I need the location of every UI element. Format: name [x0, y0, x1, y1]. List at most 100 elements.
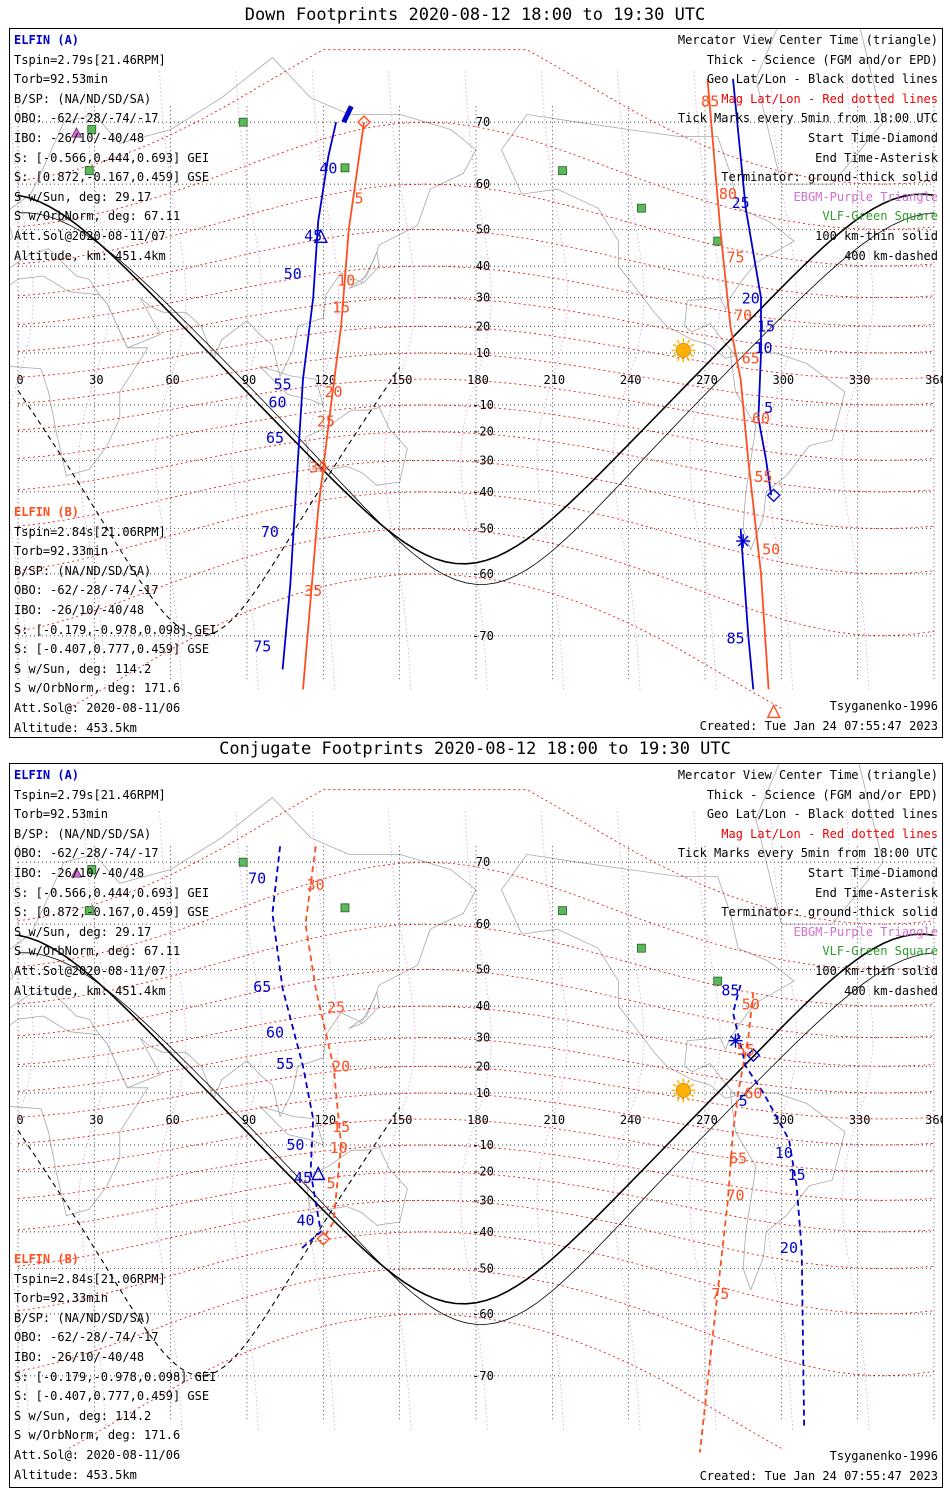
lon-tick-label: 210 [543, 1113, 565, 1127]
mag-lon-line [613, 808, 645, 1430]
elfin-b-obo: OBO: -62/-28/-74/-17 [14, 583, 159, 598]
terminator-ground [17, 933, 935, 1305]
elfin-b-down-track [302, 122, 365, 690]
legend-terminator: Terminator: ground-thick solid [721, 905, 938, 920]
elfin-a-orbnorm-angle: S w/OrbNorm, deg: 67.11 [14, 944, 181, 959]
lon-tick-label: 90 [242, 1113, 256, 1127]
terminator-100km [18, 212, 935, 585]
elfin-b-header: ELFIN (B) [14, 1252, 80, 1266]
sun-icon [675, 343, 691, 358]
model-label: Tsyganenko-1996 [829, 1449, 938, 1463]
elfin-a-end-asterisk [737, 535, 749, 547]
sun-ray [676, 339, 681, 344]
vlf-station-square [238, 117, 248, 127]
elfin-a-start-diamond [746, 1048, 761, 1063]
elfin-b-tick-label: 60 [744, 1084, 762, 1102]
sun-ray [689, 353, 695, 358]
lat-tick-label: 40 [476, 259, 490, 273]
legend-400km: 400 km-dashed [844, 248, 938, 263]
coastline-3 [501, 113, 795, 359]
lon-tick-label: 270 [696, 1113, 718, 1127]
elfin-a-tick-label: 15 [757, 318, 775, 336]
elfin-a-tick-label: 45 [304, 227, 322, 245]
lon-tick-label: 330 [849, 373, 871, 387]
elfin-a-tspin: Tspin=2.79s[21.46RPM] [14, 787, 166, 802]
elfin-b-start-diamond [357, 115, 372, 130]
elfin-b-down-track-2 [706, 78, 770, 690]
coastline-5 [755, 29, 884, 185]
elfin-b-bsp: B/SP: (NA/ND/SD/SA) [14, 563, 152, 578]
mag-lat-line [17, 1231, 935, 1315]
mag-lat-line [17, 228, 935, 299]
elfin-b-tick-label: 30 [307, 876, 325, 894]
elfin-a-tick-label: 5 [739, 1092, 748, 1110]
mag-lon-line [78, 68, 110, 690]
mag-lon-line [842, 68, 874, 690]
mag-lat-line [17, 968, 935, 1039]
vlf-station-square [84, 166, 94, 176]
lat-tick-label: -70 [472, 629, 494, 643]
elfin-a-tick-label: 65 [253, 978, 271, 996]
ebgm-station-triangle [70, 867, 83, 878]
elfin-a-spin-gei: S: [-0.566,0.444,0.693] GEI [14, 150, 210, 165]
elfin-a-conjugate-track-2 [732, 984, 806, 1430]
elfin-b-torb: Torb=92.33min [14, 544, 108, 559]
model-label: Tsyganenko-1996 [829, 699, 938, 713]
lat-tick-label: -10 [472, 1138, 494, 1152]
elfin-a-spin-gei: S: [-0.566,0.444,0.693] GEI [14, 885, 210, 900]
elfin-a-tick-label: 60 [269, 394, 287, 412]
coastline-1 [10, 796, 477, 1118]
legend-block: Mercator View Center Time (triangle) Thi… [678, 31, 938, 266]
mag-lat-line [68, 573, 782, 709]
elfin-b-tick-label: 60 [752, 410, 770, 428]
elfin-b-att-sol: Att.Sol@: 2020-08-11/06 [14, 1447, 181, 1462]
mag-lon-line [78, 808, 110, 1430]
bottom-panel-title: Conjugate Footprints 2020-08-12 18:00 to… [219, 739, 731, 759]
coastline-0 [10, 1015, 149, 1217]
elfin-b-orbnorm-angle: S w/OrbNorm, deg: 171.6 [14, 1428, 181, 1443]
mag-lon-line [842, 808, 874, 1430]
mag-lat-line [17, 325, 935, 380]
lon-tick-label: 30 [89, 1113, 103, 1127]
coastline-2 [305, 407, 408, 486]
elfin-a-ibo: IBO: -26/10/-40/48 [14, 865, 145, 880]
mag-lon-line [231, 68, 263, 690]
terminator-ground [17, 193, 935, 565]
mag-lat-line [17, 923, 935, 1007]
lon-tick-label: 180 [467, 1113, 489, 1127]
lon-tick-label: 60 [165, 373, 179, 387]
terminator-100km [18, 952, 935, 1325]
elfin-a-tick-label: 75 [253, 638, 271, 656]
lon-tick-label: 240 [620, 373, 642, 387]
mag-lat-line [17, 491, 935, 575]
elfin-a-start-diamond [766, 488, 781, 503]
mag-lat-line [17, 404, 935, 461]
elfin-b-tick-label: 65 [729, 1150, 747, 1168]
elfin-a-tick-label: 85 [721, 982, 739, 1000]
elfin-b-tick-label: 50 [742, 995, 760, 1013]
mag-lon-line [613, 68, 645, 690]
elfin-a-bsp: B/SP: (NA/ND/SD/SA) [14, 826, 152, 841]
elfin-a-att-sol: Att.Sol@2020-08-11/07 [14, 228, 166, 243]
lat-tick-label: -40 [472, 485, 494, 499]
elfin-b-tick-label: 75 [727, 249, 745, 267]
elfin-b-conjugate-track [304, 846, 343, 1240]
lon-tick-label: 300 [772, 1113, 794, 1127]
elfin-a-sun-angle: S w/Sun, deg: 29.17 [14, 924, 152, 939]
elfin-a-ibo: IBO: -26/10/-40/48 [14, 130, 145, 145]
legend-mag: Mag Lat/Lon - Red dotted lines [721, 91, 938, 106]
mag-lon-line [536, 68, 568, 690]
mag-lat-line [17, 1199, 935, 1270]
elfin-a-tick-label: 15 [788, 1166, 806, 1184]
elfin-b-sun-angle: S w/Sun, deg: 114.2 [14, 1408, 152, 1423]
elfin-b-info-block: ELFIN (B) Tspin=2.84s[21.06RPM] Torb=92.… [14, 503, 216, 737]
vlf-station-square [238, 857, 248, 867]
sun-ray [689, 1093, 695, 1098]
elfin-a-tick-label: 20 [742, 290, 760, 308]
lat-tick-label: 30 [476, 1031, 490, 1045]
mag-lat-line [17, 459, 935, 530]
coastline-2 [305, 1147, 408, 1226]
elfin-a-conjugate-track [271, 846, 322, 1251]
elfin-b-altitude: Altitude: 453.5km [14, 720, 137, 735]
elfin-b-tick-label: 5 [326, 1175, 335, 1193]
